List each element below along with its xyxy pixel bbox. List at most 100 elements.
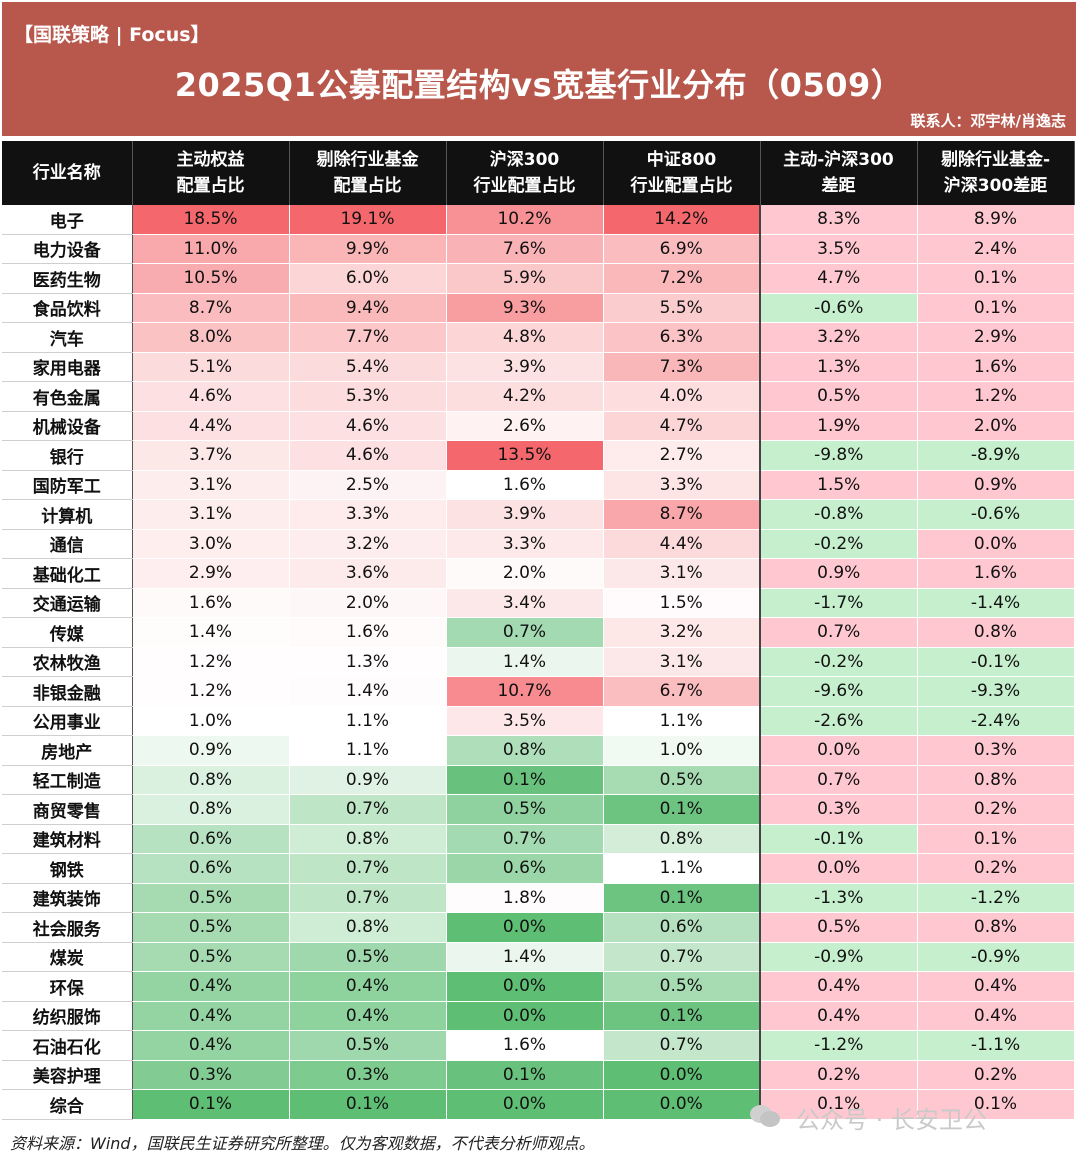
cell-diff1: 1.9% (759, 411, 918, 441)
cell-hs300: 0.7% (446, 617, 604, 648)
cell-hs300: 0.1% (446, 1060, 604, 1090)
table-row: 机械设备 4.4% 4.6% 2.6% 4.7% 1.9% 2.0% (2, 411, 1075, 441)
cell-zz800: 0.1% (603, 883, 761, 913)
cell-hs300: 3.9% (446, 499, 604, 530)
cell-ex_sector: 1.4% (289, 676, 447, 707)
industry-name: 国防军工 (2, 470, 133, 500)
cell-zz800: 6.7% (603, 676, 761, 707)
cell-diff1: 4.7% (759, 263, 918, 294)
cell-ex_sector: 3.6% (289, 558, 447, 589)
table-row: 交通运输 1.6% 2.0% 3.4% 1.5% -1.7% -1.4% (2, 588, 1075, 618)
cell-zz800: 0.5% (603, 971, 761, 1002)
cell-ex_sector: 0.5% (289, 1030, 447, 1061)
cell-active: 1.2% (132, 676, 290, 707)
industry-name: 计算机 (2, 499, 133, 530)
cell-active: 0.6% (132, 853, 290, 884)
cell-ex_sector: 0.3% (289, 1060, 447, 1090)
cell-ex_sector: 0.9% (289, 765, 447, 795)
cell-zz800: 4.0% (603, 381, 761, 412)
cell-active: 0.1% (132, 1089, 290, 1120)
cell-ex_sector: 0.7% (289, 883, 447, 913)
cell-ex_sector: 19.1% (289, 205, 447, 235)
industry-name: 社会服务 (2, 912, 133, 943)
column-header-line: 配置占比 (333, 176, 402, 196)
industry-name: 医药生物 (2, 263, 133, 294)
cell-diff2: 1.6% (917, 558, 1075, 589)
cell-diff2: 0.3% (917, 735, 1075, 766)
cell-hs300: 3.9% (446, 352, 604, 382)
cell-zz800: 3.2% (603, 617, 761, 648)
industry-name: 建筑装饰 (2, 883, 133, 913)
cell-active: 3.7% (132, 440, 290, 471)
cell-diff2: 0.9% (917, 470, 1075, 500)
cell-zz800: 3.1% (603, 558, 761, 589)
industry-name: 基础化工 (2, 558, 133, 589)
cell-diff1: 1.5% (759, 470, 918, 500)
cell-diff2: -2.4% (917, 706, 1075, 736)
column-header-line: 中证800 (646, 150, 717, 170)
cell-diff2: 0.8% (917, 912, 1075, 943)
cell-diff1: 0.0% (759, 853, 918, 884)
industry-name: 通信 (2, 529, 133, 559)
industry-name: 电子 (2, 205, 133, 235)
cell-diff2: -0.9% (917, 942, 1075, 972)
cell-active: 4.6% (132, 381, 290, 412)
cell-diff2: -1.2% (917, 883, 1075, 913)
brand-tag: 【国联策略 | Focus】 (14, 24, 210, 46)
cell-diff2: -0.6% (917, 499, 1075, 530)
table-row: 煤炭 0.5% 0.5% 1.4% 0.7% -0.9% -0.9% (2, 942, 1075, 972)
cell-active: 0.5% (132, 883, 290, 913)
industry-name: 农林牧渔 (2, 647, 133, 677)
cell-active: 0.5% (132, 942, 290, 972)
industry-name: 传媒 (2, 617, 133, 648)
table-row: 国防军工 3.1% 2.5% 1.6% 3.3% 1.5% 0.9% (2, 470, 1075, 500)
cell-active: 0.4% (132, 1030, 290, 1061)
column-header-line: 沪深300 (489, 150, 560, 170)
cell-ex_sector: 1.1% (289, 735, 447, 766)
cell-hs300: 1.4% (446, 942, 604, 972)
contact-info: 联系人：邓宇林/肖逸志 (910, 112, 1066, 130)
table-row: 非银金融 1.2% 1.4% 10.7% 6.7% -9.6% -9.3% (2, 676, 1075, 707)
cell-hs300: 13.5% (446, 440, 604, 471)
industry-name: 食品饮料 (2, 293, 133, 323)
industry-name: 机械设备 (2, 411, 133, 441)
wechat-icon (750, 1105, 780, 1127)
industry-name: 非银金融 (2, 676, 133, 707)
cell-active: 0.9% (132, 735, 290, 766)
column-header-line: 行业配置占比 (473, 176, 576, 196)
cell-zz800: 1.1% (603, 853, 761, 884)
column-header-line: 行业名称 (32, 163, 101, 183)
industry-name: 美容护理 (2, 1060, 133, 1090)
cell-zz800: 0.0% (603, 1060, 761, 1090)
cell-zz800: 0.7% (603, 942, 761, 972)
cell-diff2: 0.2% (917, 853, 1075, 884)
cell-hs300: 3.4% (446, 588, 604, 618)
cell-zz800: 0.0% (603, 1089, 761, 1120)
table-row: 商贸零售 0.8% 0.7% 0.5% 0.1% 0.3% 0.2% (2, 794, 1075, 825)
cell-ex_sector: 5.3% (289, 381, 447, 412)
cell-active: 0.4% (132, 1001, 290, 1031)
cell-diff2: 0.1% (917, 1089, 1075, 1120)
industry-name: 纺织服饰 (2, 1001, 133, 1031)
column-header-line: 配置占比 (176, 176, 245, 196)
cell-active: 3.1% (132, 470, 290, 500)
industry-name: 环保 (2, 971, 133, 1002)
table-row: 社会服务 0.5% 0.8% 0.0% 0.6% 0.5% 0.8% (2, 912, 1075, 943)
industry-name: 石油石化 (2, 1030, 133, 1061)
cell-diff1: -0.2% (759, 529, 918, 559)
table-row: 房地产 0.9% 1.1% 0.8% 1.0% 0.0% 0.3% (2, 735, 1075, 766)
cell-ex_sector: 2.5% (289, 470, 447, 500)
cell-hs300: 0.6% (446, 853, 604, 884)
cell-diff1: 0.4% (759, 1001, 918, 1031)
cell-hs300: 0.0% (446, 1089, 604, 1120)
cell-ex_sector: 0.8% (289, 912, 447, 943)
cell-diff1: 0.9% (759, 558, 918, 589)
industry-name: 综合 (2, 1089, 133, 1120)
cell-ex_sector: 9.4% (289, 293, 447, 323)
industry-name: 建筑材料 (2, 824, 133, 854)
title-banner: 【国联策略 | Focus】 2025Q1公募配置结构vs宽基行业分布（0509… (2, 2, 1076, 136)
cell-zz800: 0.1% (603, 794, 761, 825)
cell-diff1: -0.2% (759, 647, 918, 677)
cell-zz800: 7.3% (603, 352, 761, 382)
table-body: 电子 18.5% 19.1% 10.2% 14.2% 8.3% 8.9% 电力设备 11.0% 9… (2, 205, 1075, 1120)
